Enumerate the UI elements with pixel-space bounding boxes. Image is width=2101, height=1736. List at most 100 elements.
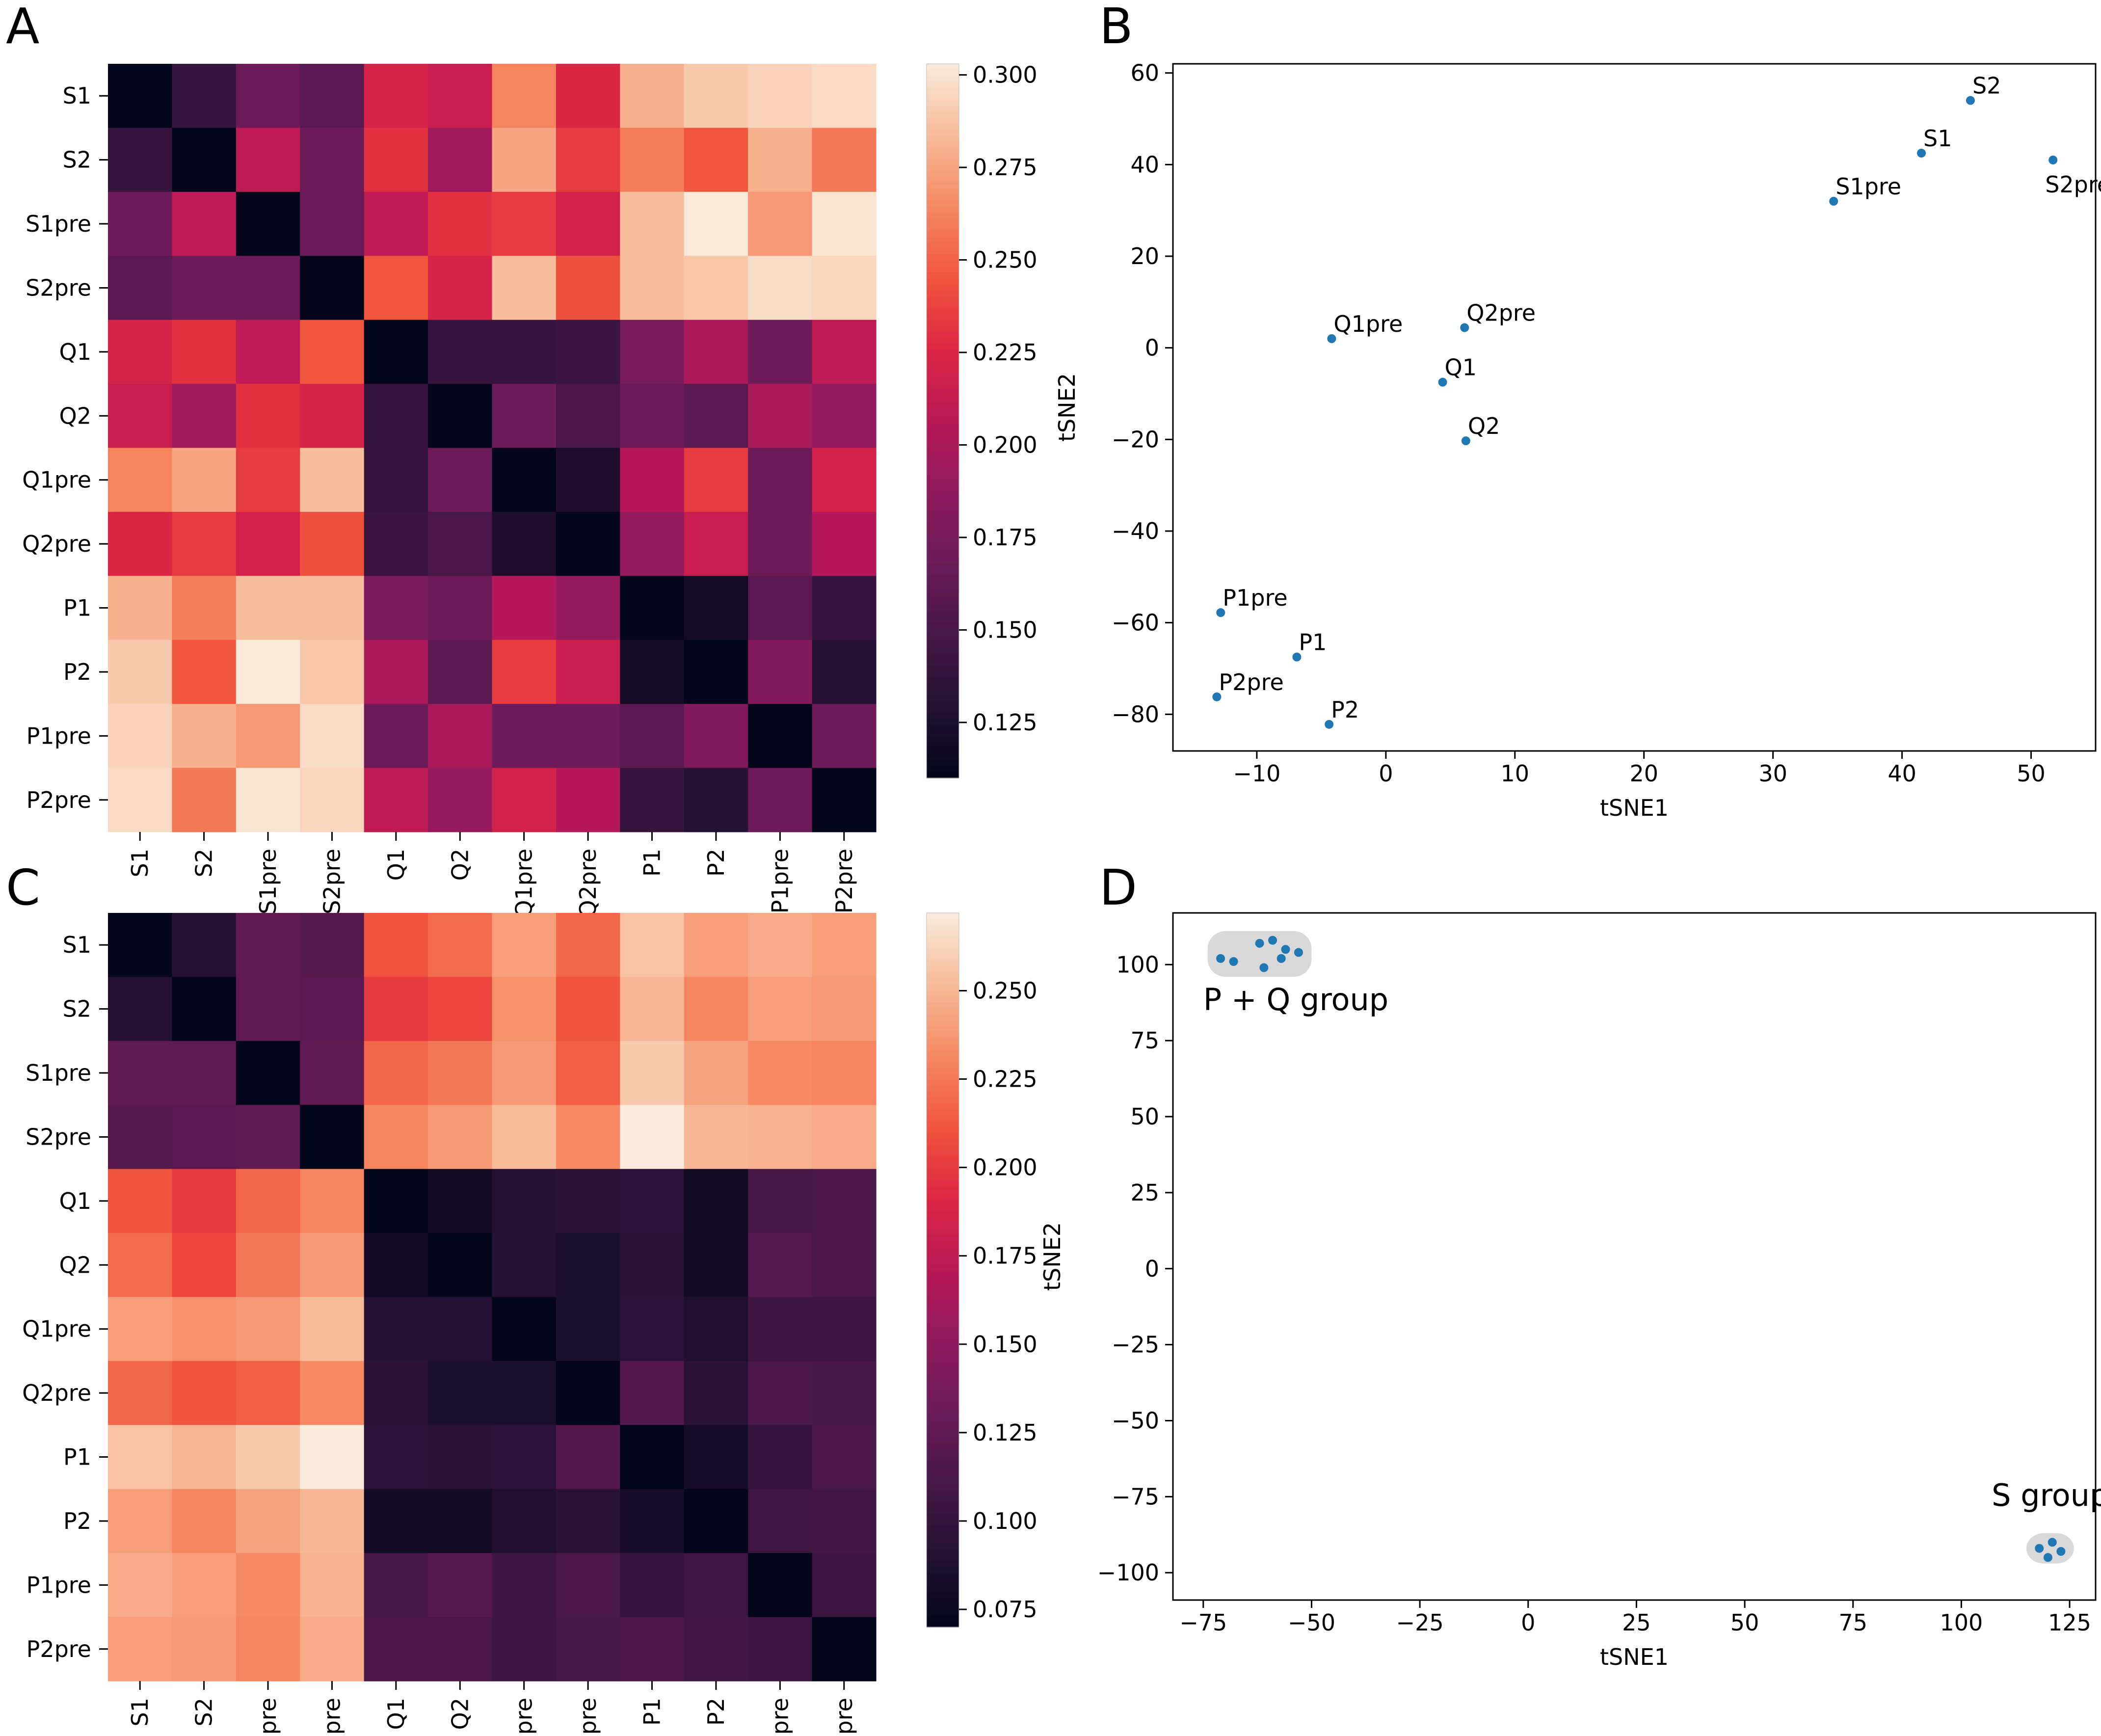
data-point: [2056, 1547, 2066, 1556]
heatmap-cell-S1-Q2pre: [556, 64, 620, 129]
colorbar-segment: [927, 177, 959, 184]
colorbar-segment: [927, 385, 959, 392]
colorbar-segment: [927, 76, 959, 82]
heatmap-cell-Q1-Q2pre: [556, 320, 620, 384]
colorbar-segment: [927, 1532, 959, 1538]
colorbar-segment: [927, 1448, 959, 1455]
heatmap-cell-S2pre-S2pre: [300, 1105, 365, 1170]
heatmap-cell-Q2-S1: [108, 384, 173, 449]
heatmap-cell-P2pre-S2: [172, 1617, 237, 1682]
heatmap-cell-P1-S1pre: [236, 1425, 300, 1490]
heatmap-cell-S2-P1pre: [748, 977, 813, 1042]
heatmap-cell-S2pre-S1pre: [236, 1105, 300, 1170]
colorbar-segment: [927, 1228, 959, 1235]
colorbar-segment: [927, 1407, 959, 1414]
heatmap-cell-P1-Q1pre: [492, 576, 557, 641]
heatmap-cell-Q2pre-Q1: [364, 511, 428, 576]
heatmap-cell-P1-P1: [620, 576, 685, 641]
data-point: [1281, 945, 1290, 954]
data-point: [1292, 652, 1302, 662]
heatmap-cell-S1-S2pre: [300, 64, 365, 129]
heatmap-cell-P2pre-Q2pre: [556, 1617, 620, 1682]
heatmap-cell-P1pre-S2pre: [300, 704, 365, 769]
heatmap-cell-P1pre-Q1pre: [492, 704, 557, 769]
y-tick-label: 100: [1116, 951, 1159, 978]
heatmap-cell-P2-S1pre: [236, 1489, 300, 1553]
heatmap-cell-S1pre-S1pre: [236, 191, 300, 256]
colorbar-segment: [927, 462, 959, 469]
heatmap-cell-Q2-Q2: [428, 1233, 493, 1298]
heatmap-cell-P2-Q1pre: [492, 640, 557, 704]
y-tick-label: S1pre: [26, 1060, 91, 1086]
heatmap-cell-P2-Q2: [428, 1489, 493, 1553]
heatmap-cell-S2-Q2: [428, 128, 493, 192]
heatmap-cell-P2pre-S2pre: [300, 1617, 365, 1682]
x-tick-label: S2pre: [319, 849, 345, 914]
point-label: S2: [1972, 73, 2001, 99]
y-tick-label: Q2: [59, 402, 91, 429]
y-tick-label: P2: [63, 659, 91, 685]
heatmap-cell-S1pre-Q1pre: [492, 191, 557, 256]
heatmap-cell-P2pre-P2pre: [812, 768, 877, 832]
colorbar-segment: [927, 93, 959, 100]
heatmap-cell-P2-Q2: [428, 640, 493, 704]
colorbar-segment: [927, 337, 959, 344]
colorbar-segment: [927, 1496, 959, 1503]
heatmap-cell-S2-Q1: [364, 128, 428, 192]
heatmap-cell-Q1pre-P2pre: [812, 448, 877, 512]
heatmap-cell-S1-S2: [172, 64, 237, 129]
heatmap-cell-P1-S1pre: [236, 576, 300, 641]
heatmap-cell-P1pre-S1pre: [236, 1553, 300, 1618]
y-tick-label: −75: [1112, 1483, 1159, 1510]
colorbar-segment: [927, 1085, 959, 1092]
heatmap-cell-S1-P2pre: [812, 913, 877, 978]
colorbar-segment: [927, 1294, 959, 1300]
colorbar-segment: [927, 474, 959, 481]
colorbar-segment: [927, 1020, 959, 1027]
colorbar-segment: [927, 1240, 959, 1247]
colorbar-segment: [927, 1323, 959, 1330]
colorbar-segment: [927, 81, 959, 88]
heatmap-cell-Q1pre-S1pre: [236, 448, 300, 512]
colorbar-segment: [927, 1317, 959, 1324]
colorbar-segment: [927, 1472, 959, 1479]
colorbar-segment: [927, 510, 959, 517]
colorbar-segment: [927, 1424, 959, 1431]
colorbar-segment: [927, 1068, 959, 1074]
colorbar-segment: [927, 1127, 959, 1134]
colorbar-segment: [927, 183, 959, 189]
y-tick-label: P1pre: [27, 1572, 91, 1598]
colorbar-segment: [927, 492, 959, 499]
colorbar-segment: [927, 1329, 959, 1336]
heatmap-cell-S1pre-P2: [684, 1041, 748, 1105]
y-tick-label: S1pre: [26, 211, 91, 237]
heatmap-cell-Q2pre-S1: [108, 1361, 173, 1425]
x-tick-label: 50: [2017, 760, 2046, 787]
y-tick-label: Q2: [59, 1252, 91, 1278]
colorbar-segment: [927, 355, 959, 362]
colorbar-segment: [927, 1163, 959, 1170]
heatmap-cell-Q1-P2: [684, 1169, 748, 1233]
x-tick-label: S2: [191, 849, 217, 877]
data-point: [1216, 608, 1225, 617]
heatmap-cell-P2pre-Q2: [428, 768, 493, 832]
heatmap-cell-S1pre-Q2: [428, 1041, 493, 1105]
data-point: [1259, 963, 1269, 972]
colorbar-segment: [927, 1002, 959, 1009]
heatmap-cell-S2-P2: [684, 977, 748, 1042]
heatmap-cell-S2pre-S1pre: [236, 256, 300, 320]
y-tick-label: S2pre: [26, 274, 91, 301]
heatmap-cell-Q1pre-Q2pre: [556, 448, 620, 512]
colorbar-segment: [927, 1555, 959, 1562]
colorbar-segment: [927, 468, 959, 475]
colorbar-segment: [927, 623, 959, 630]
y-tick-label: −50: [1112, 1408, 1159, 1434]
x-tick-label: P1pre: [767, 1698, 793, 1736]
heatmap-cell-S2-P1pre: [748, 128, 813, 192]
colorbar-segment: [927, 569, 959, 576]
panel-letter-c: C: [6, 859, 40, 916]
heatmap-cell-P1-S2: [172, 576, 237, 641]
colorbar-segment: [927, 1567, 959, 1574]
y-tick-label: −80: [1112, 701, 1159, 727]
heatmap-cell-S1pre-S2: [172, 1041, 237, 1105]
